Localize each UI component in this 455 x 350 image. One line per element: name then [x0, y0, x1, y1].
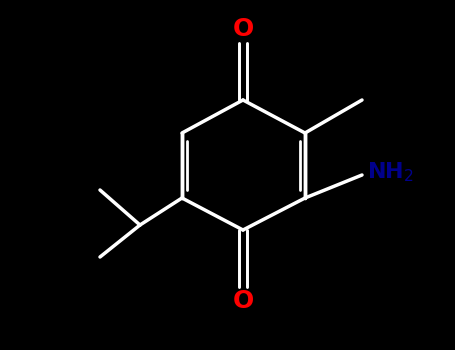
Text: NH$_2$: NH$_2$: [367, 160, 414, 184]
Text: O: O: [233, 289, 253, 313]
Text: O: O: [233, 17, 253, 41]
